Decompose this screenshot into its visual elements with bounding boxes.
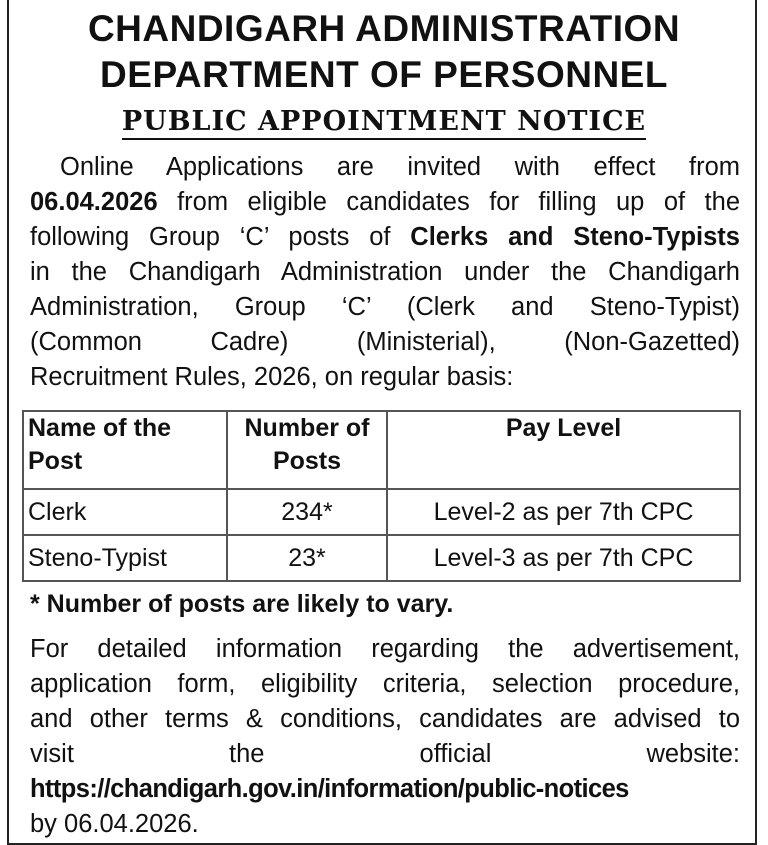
table-row: Steno-Typist 23* Level-3 as per 7th CPC bbox=[22, 534, 741, 582]
intro-line: (Common Cadre) (Ministerial), (Non-Gazet… bbox=[30, 328, 740, 356]
cell-post: Steno-Typist bbox=[22, 534, 228, 582]
cell-count: 234* bbox=[226, 488, 388, 536]
footnote: * Number of posts are likely to vary. bbox=[30, 590, 454, 618]
header-post-name: Name of the Post bbox=[22, 410, 228, 490]
posts-name: Clerks and Steno-Typists bbox=[410, 223, 740, 251]
cell-pay: Level-3 as per 7th CPC bbox=[386, 534, 741, 582]
details-line: by 06.04.2026. bbox=[30, 810, 199, 838]
website-link[interactable]: https://chandigarh.gov.in/information/pu… bbox=[30, 775, 629, 803]
intro-line: Online Applications are invited with eff… bbox=[60, 153, 740, 181]
header-pay-level: Pay Level bbox=[386, 410, 741, 490]
intro-paragraph: Online Applications are invited with eff… bbox=[30, 150, 740, 395]
notice-title-text: PUBLIC APPOINTMENT NOTICE bbox=[121, 106, 647, 140]
start-date: 06.04.2026 bbox=[30, 188, 158, 216]
table-row: Clerk 234* Level-2 as per 7th CPC bbox=[22, 488, 741, 536]
intro-line: Administration, Group ‘C’ (Clerk and Ste… bbox=[30, 293, 740, 321]
header-number-of-posts: Number of Posts bbox=[226, 410, 388, 490]
cell-count: 23* bbox=[226, 534, 388, 582]
details-line: visit the official website: bbox=[30, 740, 740, 768]
table-header-row: Name of the Post Number of Posts Pay Lev… bbox=[22, 410, 741, 490]
intro-line: following Group ‘C’ posts of Clerks and … bbox=[30, 220, 740, 255]
details-line: and other terms & conditions, candidates… bbox=[30, 705, 740, 733]
cell-pay: Level-2 as per 7th CPC bbox=[386, 488, 741, 536]
intro-text: from eligible candidates for filling up … bbox=[157, 188, 740, 216]
details-paragraph: For detailed information regarding the a… bbox=[30, 632, 740, 842]
cell-post: Clerk bbox=[22, 488, 228, 536]
title-department: DEPARTMENT OF PERSONNEL bbox=[100, 54, 668, 95]
intro-line: Recruitment Rules, 2026, on regular basi… bbox=[30, 363, 514, 391]
intro-line: in the Chandigarh Administration under t… bbox=[30, 258, 740, 286]
intro-text: following Group ‘C’ posts of bbox=[30, 223, 411, 251]
intro-line: 06.04.2026 from eligible candidates for … bbox=[30, 185, 740, 220]
posts-table: Name of the Post Number of Posts Pay Lev… bbox=[22, 410, 741, 582]
details-line: application form, eligibility criteria, … bbox=[30, 670, 740, 698]
details-line: For detailed information regarding the a… bbox=[30, 635, 740, 663]
title-administration: CHANDIGARH ADMINISTRATION bbox=[87, 8, 681, 49]
notice-title: PUBLIC APPOINTMENT NOTICE bbox=[0, 106, 768, 140]
